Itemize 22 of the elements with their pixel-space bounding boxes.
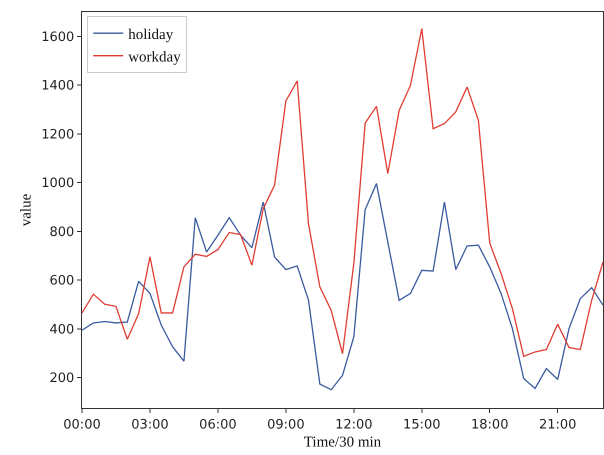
x-axis-title: Time/30 min bbox=[304, 434, 382, 451]
x-tick-label: 06:00 bbox=[199, 418, 237, 433]
x-tick-label: 00:00 bbox=[63, 418, 101, 433]
y-tick-label: 1200 bbox=[41, 127, 74, 142]
line-series bbox=[82, 28, 603, 357]
y-axis-title: value bbox=[18, 193, 34, 226]
y-tick-label: 600 bbox=[49, 274, 74, 289]
y-tick-label: 1400 bbox=[41, 78, 74, 94]
x-tick-label: 09:00 bbox=[267, 418, 305, 433]
x-tick-label: 12:00 bbox=[335, 418, 373, 433]
x-tick-label: 15:00 bbox=[403, 418, 441, 433]
line-series bbox=[82, 182, 603, 390]
legend-label: holiday bbox=[128, 27, 174, 44]
y-tick-label: 800 bbox=[49, 224, 74, 240]
y-tick-label: 400 bbox=[49, 322, 74, 338]
y-tick-label: 200 bbox=[49, 371, 74, 386]
y-tick-label: 1600 bbox=[41, 30, 74, 45]
x-tick-label: 18:00 bbox=[471, 418, 508, 433]
y-tick-label: 1000 bbox=[41, 176, 74, 192]
x-tick-label: 03:00 bbox=[131, 418, 169, 433]
x-tick-label: 21:00 bbox=[538, 418, 576, 433]
legend-label: workday bbox=[128, 50, 182, 66]
